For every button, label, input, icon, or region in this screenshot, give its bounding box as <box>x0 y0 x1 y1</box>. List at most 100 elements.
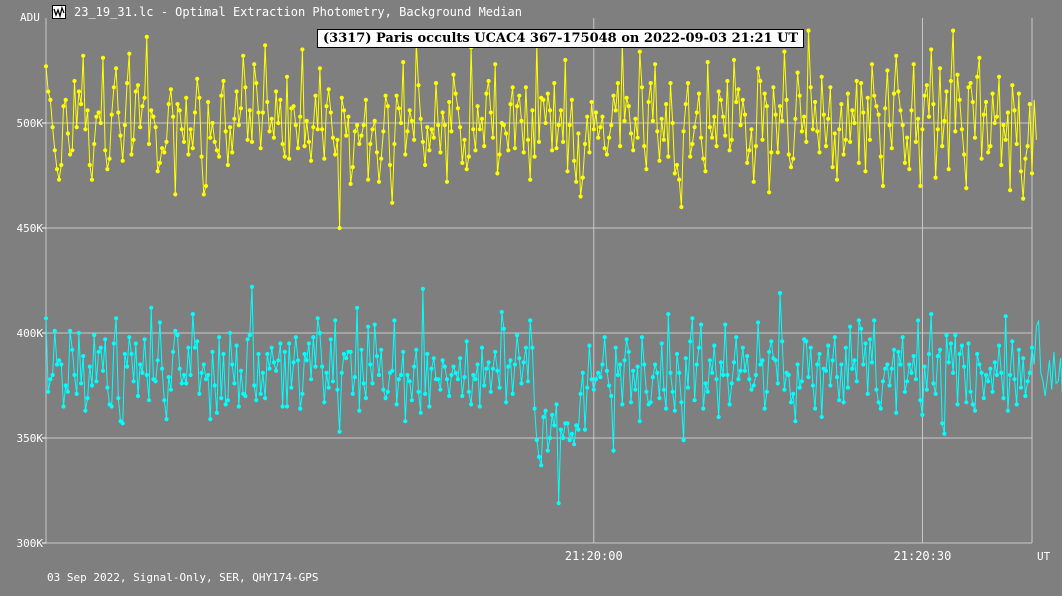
target-data-point <box>92 141 97 147</box>
comparison-data-point <box>940 421 945 426</box>
target-data-point <box>556 123 561 128</box>
target-data-point <box>348 181 353 186</box>
target-data-point <box>405 129 410 134</box>
target-data-point <box>306 139 311 144</box>
comparison-data-point <box>74 391 79 396</box>
target-data-point <box>179 127 184 132</box>
target-data-point <box>791 156 796 161</box>
target-data-point <box>79 102 84 107</box>
target-data-point <box>659 116 664 121</box>
comparison-data-point <box>359 347 364 352</box>
target-data-point <box>797 93 802 98</box>
comparison-data-point <box>981 396 986 401</box>
comparison-data-point <box>460 393 465 399</box>
target-data-point <box>692 125 697 130</box>
target-data-point <box>764 104 770 109</box>
comparison-data-point <box>931 381 936 386</box>
comparison-data-point <box>278 341 283 346</box>
comparison-data-point <box>339 370 344 375</box>
target-data-point <box>701 156 706 161</box>
comparison-data-point <box>81 354 86 359</box>
target-data-point <box>293 123 298 128</box>
target-data-point <box>819 74 824 79</box>
target-series-line <box>45 30 1037 229</box>
target-data-point <box>61 104 66 109</box>
comparison-data-point <box>734 335 739 340</box>
comparison-data-point <box>902 389 908 394</box>
target-data-point <box>188 127 193 132</box>
comparison-data-point <box>718 360 724 365</box>
target-data-point <box>160 146 165 151</box>
target-data-point <box>245 137 250 142</box>
target-data-point <box>416 83 421 88</box>
target-data-point <box>175 102 180 107</box>
target-data-point <box>788 165 794 170</box>
target-data-point <box>784 97 789 102</box>
comparison-data-point <box>366 324 371 329</box>
target-data-point <box>604 152 610 157</box>
target-data-point <box>477 127 482 132</box>
target-data-point <box>103 148 108 153</box>
comparison-data-point <box>626 349 631 354</box>
target-data-point <box>258 146 263 151</box>
comparison-data-point <box>394 402 399 407</box>
comparison-data-point <box>727 402 732 407</box>
comparison-data-point <box>311 335 316 340</box>
target-data-point <box>63 97 68 102</box>
target-data-point <box>635 135 640 140</box>
comparison-data-point <box>85 396 90 401</box>
target-data-point <box>615 81 621 86</box>
comparison-data-point <box>745 354 750 359</box>
comparison-data-point <box>696 345 702 350</box>
comparison-data-point <box>396 377 401 382</box>
target-data-point <box>674 162 680 168</box>
target-data-point <box>199 154 204 159</box>
comparison-data-point <box>70 347 75 352</box>
comparison-data-point <box>576 427 581 432</box>
comparison-data-point <box>622 358 627 363</box>
target-data-point <box>381 129 386 134</box>
comparison-data-point <box>615 372 621 378</box>
target-data-point <box>436 123 441 128</box>
target-data-point <box>926 114 932 119</box>
target-data-point <box>832 131 837 136</box>
target-data-point <box>455 106 460 111</box>
target-data-point <box>460 160 465 165</box>
comparison-data-point <box>479 345 485 350</box>
comparison-data-point <box>466 389 471 394</box>
target-data-point <box>747 148 752 153</box>
target-data-point <box>837 127 842 132</box>
comparison-data-point <box>282 349 287 354</box>
comparison-data-point <box>287 341 292 346</box>
target-data-point <box>771 85 776 90</box>
comparison-data-point <box>777 291 783 296</box>
comparison-data-point <box>804 339 809 344</box>
comparison-data-point <box>834 375 840 380</box>
comparison-data-point <box>637 419 642 424</box>
y-tick-label: 350K <box>17 432 44 445</box>
target-data-point <box>223 129 228 134</box>
comparison-data-point <box>48 377 53 382</box>
target-data-point <box>898 108 903 113</box>
comparison-data-point <box>357 408 362 413</box>
comparison-data-point <box>519 381 524 386</box>
chart-title: (3317) Paris occults UCAC4 367-175048 on… <box>317 29 805 48</box>
comparison-data-point <box>633 387 638 392</box>
comparison-data-point <box>484 366 489 371</box>
target-data-point <box>558 108 564 113</box>
target-data-point <box>447 99 452 105</box>
target-data-point <box>589 99 594 105</box>
comparison-data-point <box>587 343 592 348</box>
target-data-point <box>142 95 147 100</box>
target-data-point <box>122 123 127 128</box>
target-data-point <box>304 118 309 123</box>
comparison-data-point <box>333 318 338 323</box>
target-data-point <box>953 129 958 134</box>
comparison-data-point <box>306 341 311 346</box>
comparison-data-point <box>232 381 237 386</box>
target-data-point <box>1018 169 1024 174</box>
target-data-point <box>639 85 645 90</box>
comparison-data-point <box>1001 396 1006 401</box>
target-data-point <box>131 137 136 142</box>
target-data-point <box>745 160 750 165</box>
